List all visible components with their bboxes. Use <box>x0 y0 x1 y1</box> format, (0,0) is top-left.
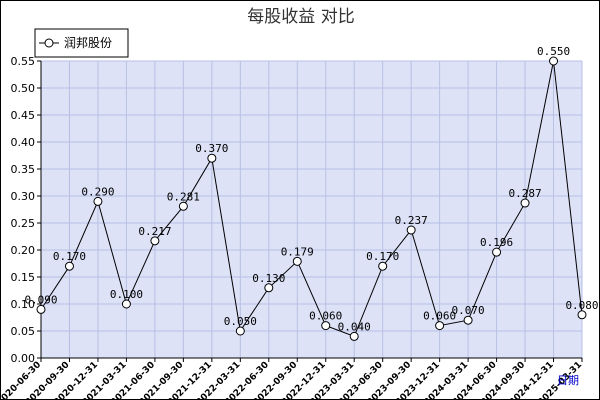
data-point <box>406 225 416 235</box>
legend: 润邦股份 <box>34 28 129 58</box>
y-tick-label: 0.15 <box>11 271 36 284</box>
data-label: 0.237 <box>395 214 428 227</box>
y-tick-label: 0.05 <box>11 325 36 338</box>
data-point <box>264 283 274 293</box>
y-tick-label: 0.30 <box>11 190 36 203</box>
legend-box <box>34 28 129 58</box>
data-point <box>492 247 502 257</box>
x-axis-ticks: 2020-06-302020-09-302020-12-312021-03-31… <box>1 358 584 399</box>
series-layer <box>36 56 587 341</box>
data-label: 0.070 <box>452 304 485 317</box>
legend-marker <box>44 38 54 48</box>
data-point <box>121 299 131 309</box>
y-tick-label: 0.00 <box>11 352 36 365</box>
data-label: 0.060 <box>423 310 456 323</box>
y-tick-label: 0.25 <box>11 217 36 230</box>
y-tick-label: 0.40 <box>11 136 36 149</box>
data-label: 0.100 <box>110 288 143 301</box>
data-point <box>150 236 160 246</box>
data-point <box>235 326 245 336</box>
data-point <box>93 196 103 206</box>
series-line <box>40 60 583 338</box>
data-label: 0.080 <box>565 299 598 312</box>
data-label: 0.179 <box>281 245 314 258</box>
data-label: 0.287 <box>508 187 541 200</box>
grid <box>40 60 583 359</box>
data-label: 0.370 <box>195 142 228 155</box>
data-label: 0.170 <box>53 250 86 263</box>
data-point <box>463 315 473 325</box>
y-tick-label: 0.20 <box>11 244 36 257</box>
data-label: 0.060 <box>309 310 342 323</box>
plot-area <box>41 61 582 358</box>
data-label: 0.050 <box>224 315 257 328</box>
x-axis-label: 日期 <box>557 374 579 387</box>
data-point <box>435 321 445 331</box>
y-tick-label: 0.50 <box>11 82 36 95</box>
data-label: 0.281 <box>167 190 200 203</box>
data-point <box>378 261 388 271</box>
data-label: 0.130 <box>252 272 285 285</box>
data-point <box>178 201 188 211</box>
y-tick-label: 0.10 <box>11 298 36 311</box>
legend-entry-label: 润邦股份 <box>64 36 112 50</box>
y-axis-ticks: 0.00 0.05 0.10 0.15 0.20 0.25 0.30 0.35 0.40 0.45… <box>11 55 41 365</box>
data-point <box>207 153 217 163</box>
data-label: 0.196 <box>480 236 513 249</box>
data-point <box>36 304 46 314</box>
data-point <box>292 256 302 266</box>
y-tick-label: 0.55 <box>11 55 36 68</box>
data-label: 0.090 <box>24 293 57 306</box>
data-point <box>520 198 530 208</box>
data-label: 0.217 <box>138 225 171 238</box>
chart-title: 每股收益 对比 <box>247 7 354 27</box>
data-point <box>64 261 74 271</box>
data-point <box>549 56 559 66</box>
data-point <box>577 310 587 320</box>
data-point <box>321 321 331 331</box>
y-tick-label: 0.35 <box>11 163 36 176</box>
data-label: 0.040 <box>338 320 371 333</box>
data-label: 0.290 <box>81 185 114 198</box>
data-label: 0.550 <box>537 45 570 58</box>
data-label: 0.170 <box>366 250 399 263</box>
data-point <box>349 331 359 341</box>
y-tick-label: 0.45 <box>11 109 36 122</box>
data-labels: 0.090 0.170 0.290 0.100 0.217 0.281 0.370 0.050… <box>24 45 598 333</box>
